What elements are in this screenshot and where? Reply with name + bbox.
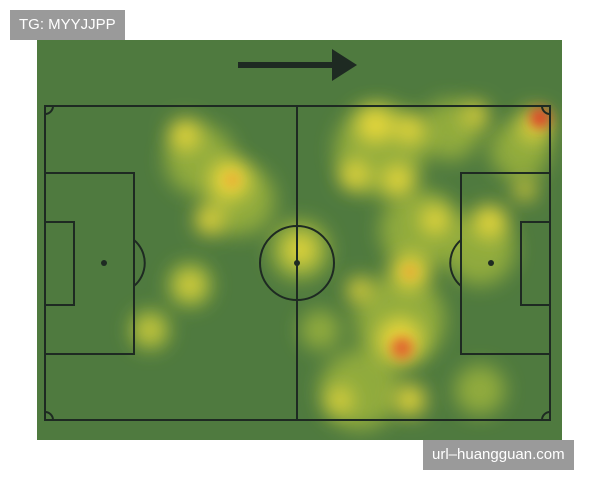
watermark-top: TG: MYYJJPP — [10, 10, 125, 40]
heat — [130, 100, 551, 430]
direction-arrow — [238, 49, 357, 81]
watermark-bottom: url–huangguan.com — [423, 440, 574, 470]
spots — [101, 260, 494, 266]
